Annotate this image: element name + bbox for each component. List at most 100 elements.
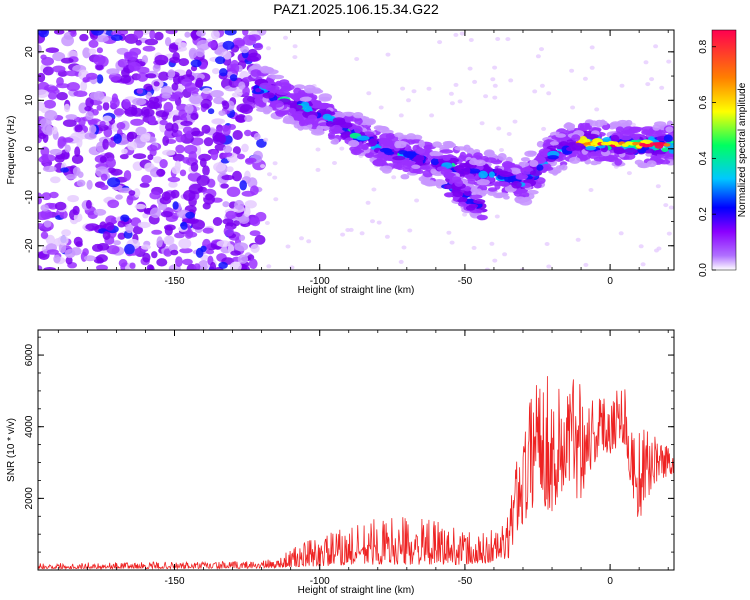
colorbar-tick-label: 0.2 xyxy=(698,207,709,221)
heatmap-cell xyxy=(80,80,88,92)
heatmap-cell xyxy=(193,263,201,270)
snr-background xyxy=(38,330,674,570)
colorbar-tick-label: 0.6 xyxy=(698,95,709,109)
colorbar-ticks: 0.0 0.2 0.4 0.6 0.8 xyxy=(698,39,716,277)
heatmap-cell xyxy=(442,155,451,161)
heatmap-cell xyxy=(218,261,228,269)
heatmap-cell xyxy=(56,92,68,101)
heatmap-cell xyxy=(429,151,444,157)
heatmap-cell xyxy=(113,108,125,116)
heatmap-cell xyxy=(242,86,250,97)
heatmap-cell xyxy=(71,154,84,164)
heatmap-cell xyxy=(130,107,144,117)
heatmap-cell xyxy=(132,153,147,160)
heatmap-cell xyxy=(209,261,217,270)
heatmap-cell xyxy=(559,141,569,147)
heatmap-cell xyxy=(618,231,624,236)
heatmap-cell xyxy=(299,236,304,241)
heatmap-cell xyxy=(250,69,262,77)
heatmap-cell xyxy=(418,165,431,171)
heatmap-cell xyxy=(395,162,405,171)
heatmap-cell xyxy=(70,30,77,37)
snr-x-label: Height of straight line (km) xyxy=(298,585,415,596)
heatmap-cell xyxy=(362,116,370,122)
heatmap-cell xyxy=(535,54,541,59)
heatmap-cell xyxy=(560,164,568,171)
heatmap-cell xyxy=(575,237,581,242)
heatmap-cell xyxy=(82,77,89,83)
heatmap-cell xyxy=(384,234,390,239)
heatmap-cell xyxy=(161,93,171,99)
heatmap-cell xyxy=(54,155,65,163)
heatmap-cell xyxy=(196,175,210,186)
heatmap-cell xyxy=(154,31,164,41)
heatmap-cell xyxy=(184,31,191,38)
heatmap-cell xyxy=(178,109,188,119)
heatmap-cell xyxy=(167,69,176,78)
colorbar-tick-label: 0.0 xyxy=(698,263,709,277)
heatmap-cell xyxy=(614,158,623,166)
heatmap-cell xyxy=(49,191,59,199)
heatmap-cell xyxy=(519,161,530,167)
heatmap-cell xyxy=(65,256,73,265)
heatmap-cell xyxy=(135,39,142,46)
heatmap-cell xyxy=(40,209,53,220)
heatmap-cell xyxy=(577,153,592,161)
heatmap-cell xyxy=(163,235,175,246)
heatmap-cell xyxy=(198,153,212,162)
heatmap-cell xyxy=(155,110,170,118)
heatmap-cell xyxy=(61,57,74,64)
heatmap-cell xyxy=(492,65,498,70)
heatmap-cell xyxy=(106,68,120,75)
heatmap-cell xyxy=(78,102,88,114)
heatmap-cell xyxy=(74,146,81,157)
heatmap-cell xyxy=(168,181,178,188)
heatmap-cell xyxy=(666,59,672,64)
heatmap-cell xyxy=(230,250,241,256)
heatmap-cell xyxy=(162,135,170,146)
heatmap-cell xyxy=(663,203,669,208)
heatmap-cell xyxy=(494,214,500,219)
heatmap-cell xyxy=(96,104,103,111)
heatmap-cell xyxy=(185,211,196,219)
heatmap-cell xyxy=(214,49,223,55)
heatmap-cell xyxy=(653,44,659,49)
spectrogram-x-ticks: -150 -100 -50 0 xyxy=(57,30,669,287)
heatmap-cell xyxy=(134,203,147,210)
heatmap-cell xyxy=(452,191,464,198)
heatmap-cell xyxy=(132,97,147,106)
heatmap-cell xyxy=(65,173,77,180)
heatmap-cell xyxy=(425,144,432,150)
heatmap-cell xyxy=(610,134,620,143)
heatmap-cell xyxy=(79,33,89,42)
heatmap-cell xyxy=(205,249,215,255)
heatmap-cell xyxy=(366,91,372,96)
heatmap-cell xyxy=(216,240,231,248)
x-tick-label: -150 xyxy=(164,576,184,587)
heatmap-cell xyxy=(125,223,134,234)
heatmap-cell xyxy=(145,73,157,79)
heatmap-cell xyxy=(150,207,162,219)
heatmap-cell xyxy=(143,83,153,92)
heatmap-cell xyxy=(608,122,616,130)
heatmap-cell xyxy=(232,130,243,140)
heatmap-cell xyxy=(385,52,391,57)
heatmap-cell xyxy=(200,245,207,252)
heatmap-cell xyxy=(85,199,92,209)
heatmap-cell xyxy=(96,258,105,264)
heatmap-cell xyxy=(124,243,135,255)
heatmap-cell xyxy=(190,162,199,172)
heatmap-cell xyxy=(162,149,176,156)
heatmap-cell xyxy=(128,190,136,196)
heatmap-cell xyxy=(668,205,674,210)
heatmap-cell xyxy=(437,144,451,149)
heatmap-cell xyxy=(105,157,116,169)
heatmap-cell xyxy=(453,32,459,37)
heatmap-cell xyxy=(463,189,472,196)
heatmap-cell xyxy=(249,230,261,237)
heatmap-cell xyxy=(241,143,249,153)
heatmap-cell xyxy=(406,98,411,103)
heatmap-cell xyxy=(411,89,417,94)
heatmap-cell xyxy=(64,144,71,153)
heatmap-cell xyxy=(137,72,148,82)
